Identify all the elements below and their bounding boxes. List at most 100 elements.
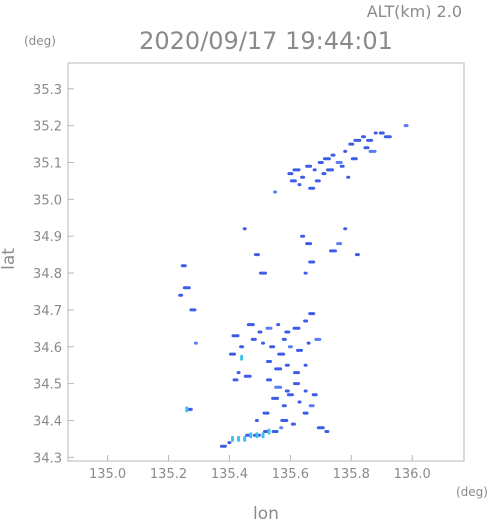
echo-point bbox=[182, 286, 191, 290]
echo-point bbox=[314, 179, 321, 183]
echo-point bbox=[277, 352, 286, 356]
echo-point bbox=[403, 124, 409, 128]
echo-point bbox=[284, 363, 290, 367]
echo-point bbox=[350, 157, 358, 161]
echo-point bbox=[284, 330, 291, 334]
chart-title: 2020/09/17 19:44:01 bbox=[139, 27, 393, 55]
echo-point bbox=[281, 337, 287, 341]
y-unit-label: (deg) bbox=[24, 34, 56, 48]
echo-point bbox=[308, 260, 316, 264]
echo-point bbox=[284, 389, 290, 393]
echo-point bbox=[383, 135, 392, 139]
echo-point bbox=[317, 161, 324, 164]
echo-point bbox=[243, 435, 247, 442]
echo-point bbox=[300, 175, 306, 179]
echo-point bbox=[193, 341, 198, 345]
echo-point bbox=[269, 345, 276, 349]
echo-point bbox=[303, 271, 308, 275]
echo-point bbox=[289, 179, 297, 183]
echo-point bbox=[236, 371, 241, 375]
echo-point bbox=[363, 146, 370, 150]
echo-point bbox=[297, 183, 302, 187]
echo-point bbox=[300, 234, 306, 238]
echo-point bbox=[292, 168, 301, 172]
echo-point bbox=[296, 348, 303, 352]
y-tick-label: 34.5 bbox=[33, 378, 62, 393]
echo-point bbox=[366, 138, 374, 142]
echo-point bbox=[287, 345, 293, 349]
echo-point bbox=[219, 444, 227, 448]
echo-point bbox=[305, 242, 313, 246]
echo-point bbox=[303, 389, 308, 393]
echo-point bbox=[246, 323, 255, 327]
x-ticks: 135.0 135.2 135.4 135.6 135.8 136.0 bbox=[89, 455, 431, 482]
echo-point bbox=[305, 164, 313, 168]
y-tick-label: 34.8 bbox=[33, 267, 62, 282]
echo-point bbox=[250, 337, 257, 341]
echo-point bbox=[324, 430, 330, 433]
echo-point bbox=[242, 227, 247, 231]
echo-point bbox=[240, 354, 244, 361]
echo-point bbox=[311, 393, 318, 397]
echo-point bbox=[287, 172, 294, 176]
echo-point bbox=[343, 227, 348, 231]
echo-point bbox=[281, 404, 287, 408]
echo-point bbox=[255, 432, 259, 439]
echo-point bbox=[266, 360, 272, 363]
echo-point bbox=[326, 168, 334, 172]
echo-point bbox=[266, 378, 272, 382]
echo-point bbox=[257, 330, 263, 334]
echo-point bbox=[259, 271, 267, 275]
echo-point bbox=[273, 190, 278, 194]
echo-point bbox=[346, 175, 351, 179]
echo-point bbox=[254, 419, 259, 422]
echo-point bbox=[265, 326, 273, 330]
echo-point bbox=[189, 308, 197, 312]
y-tick-label: 34.4 bbox=[33, 414, 62, 429]
echo-point bbox=[274, 385, 283, 389]
echo-point bbox=[232, 378, 239, 382]
y-tick-label: 35.0 bbox=[33, 193, 62, 208]
echo-point bbox=[322, 157, 331, 161]
data-points bbox=[178, 124, 409, 448]
y-tick-label: 35.1 bbox=[33, 157, 62, 172]
echo-point bbox=[271, 396, 280, 400]
x-tick-label: 135.8 bbox=[333, 467, 370, 482]
echo-point bbox=[286, 393, 294, 397]
echo-point bbox=[180, 264, 187, 268]
echo-point bbox=[279, 426, 284, 430]
y-tick-label: 34.3 bbox=[33, 451, 62, 466]
y-tick-label: 34.7 bbox=[33, 304, 62, 319]
y-tick-label: 35.3 bbox=[33, 83, 62, 98]
echo-point bbox=[293, 371, 300, 375]
echo-point bbox=[339, 164, 345, 168]
echo-point bbox=[353, 138, 362, 142]
echo-point bbox=[290, 422, 296, 426]
echo-point bbox=[231, 435, 234, 442]
y-axis-label: lat bbox=[0, 248, 19, 270]
echo-point bbox=[227, 441, 232, 445]
altitude-label: ALT(km) 2.0 bbox=[367, 2, 462, 21]
echo-point bbox=[243, 374, 252, 378]
echo-point bbox=[276, 323, 281, 327]
echo-point bbox=[249, 432, 253, 439]
y-tick-label: 34.6 bbox=[33, 341, 62, 356]
x-tick-label: 135.4 bbox=[211, 467, 248, 482]
echo-point bbox=[314, 337, 322, 341]
echo-point bbox=[330, 153, 336, 157]
echo-point bbox=[378, 131, 385, 135]
y-tick-label: 35.2 bbox=[33, 120, 62, 135]
echo-point bbox=[262, 411, 270, 415]
echo-point bbox=[308, 312, 316, 316]
echo-point bbox=[239, 345, 245, 349]
echo-point bbox=[303, 319, 309, 323]
echo-point bbox=[274, 367, 283, 371]
x-axis-label: lon bbox=[253, 504, 279, 521]
echo-point bbox=[261, 341, 265, 345]
x-tick-label: 135.6 bbox=[272, 467, 309, 482]
echo-point bbox=[343, 149, 348, 153]
y-ticks: 34.3 34.4 34.5 34.6 34.7 34.8 34.9 35.0 35.1 35.2… bbox=[33, 83, 74, 466]
x-tick-label: 135.0 bbox=[89, 467, 126, 482]
echo-point bbox=[335, 161, 343, 164]
